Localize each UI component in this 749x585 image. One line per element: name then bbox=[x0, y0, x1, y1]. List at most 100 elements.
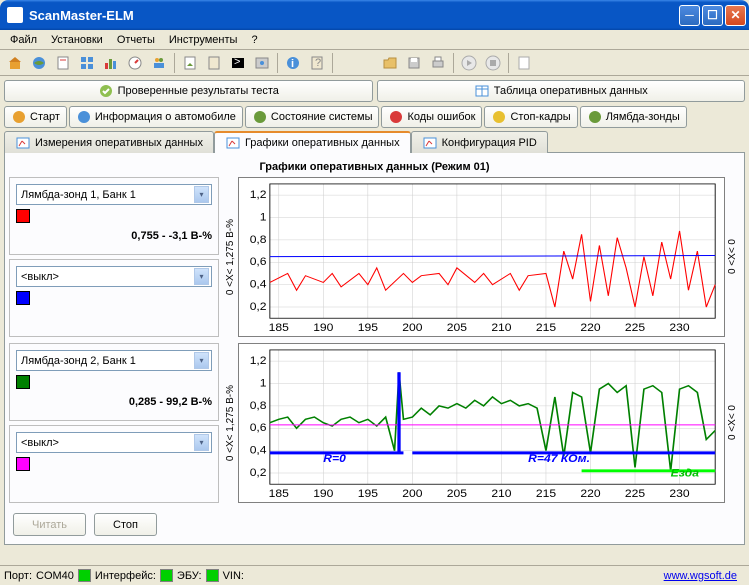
midtab-0[interactable]: Старт bbox=[4, 106, 67, 128]
sensor-select-2[interactable]: <выкл>▾ bbox=[16, 266, 212, 287]
menu-file[interactable]: Файл bbox=[4, 32, 43, 48]
tb-stop-icon[interactable] bbox=[482, 52, 504, 74]
color-swatch-1[interactable] bbox=[16, 209, 30, 223]
svg-text:210: 210 bbox=[491, 323, 511, 334]
color-swatch-2[interactable] bbox=[16, 291, 30, 305]
close-button[interactable]: ✕ bbox=[725, 5, 746, 26]
svg-text:1: 1 bbox=[260, 212, 267, 223]
tb-people-icon[interactable] bbox=[148, 52, 170, 74]
y-axis-label-right: 0 <X< 0 bbox=[725, 405, 740, 440]
midtab-5[interactable]: Лямбда-зонды bbox=[580, 106, 687, 128]
svg-text:R=0: R=0 bbox=[323, 453, 346, 464]
svg-text:1: 1 bbox=[260, 378, 267, 389]
tb-doc-icon[interactable] bbox=[52, 52, 74, 74]
tb-export-icon[interactable] bbox=[179, 52, 201, 74]
combo-text: <выкл> bbox=[21, 271, 194, 283]
main-panel: Графики оперативных данных (Режим 01) Ля… bbox=[4, 152, 745, 545]
menu-tools[interactable]: Инструменты bbox=[163, 32, 244, 48]
combo-text: <выкл> bbox=[21, 437, 194, 449]
tb-settings-icon[interactable] bbox=[251, 52, 273, 74]
sensor-select-1[interactable]: Лямбда-зонд 1, Банк 1▾ bbox=[16, 184, 212, 205]
color-swatch-1[interactable] bbox=[16, 375, 30, 389]
svg-text:230: 230 bbox=[669, 489, 689, 500]
tb-print-icon[interactable] bbox=[427, 52, 449, 74]
midtab-icon bbox=[11, 109, 27, 125]
midtab-label: Коды ошибок bbox=[407, 111, 475, 123]
status-iface-label: Интерфейс: bbox=[95, 570, 156, 582]
tb-gauge-icon[interactable] bbox=[124, 52, 146, 74]
subtab-1[interactable]: Графики оперативных данных bbox=[214, 131, 411, 153]
midtab-4[interactable]: Стоп-кадры bbox=[484, 106, 577, 128]
stop-button[interactable]: Стоп bbox=[94, 513, 157, 536]
subtab-2[interactable]: Конфигурация PID bbox=[411, 131, 548, 153]
chevron-down-icon: ▾ bbox=[194, 186, 209, 203]
midtab-icon bbox=[76, 109, 92, 125]
subtab-icon bbox=[15, 135, 31, 151]
tb-save-icon[interactable] bbox=[403, 52, 425, 74]
midtab-3[interactable]: Коды ошибок bbox=[381, 106, 482, 128]
tb-console-icon[interactable]: > bbox=[227, 52, 249, 74]
sensor-value: 0,285 - 99,2 В-% bbox=[16, 396, 212, 408]
svg-text:230: 230 bbox=[669, 323, 689, 334]
tb-chart-icon[interactable] bbox=[100, 52, 122, 74]
svg-text:215: 215 bbox=[536, 323, 556, 334]
chevron-down-icon: ▾ bbox=[194, 434, 209, 451]
chart-row-1: Лямбда-зонд 2, Банк 1▾ 0,285 - 99,2 В-% … bbox=[9, 343, 740, 503]
chart-row-0: Лямбда-зонд 1, Банк 1▾ 0,755 - -3,1 В-% … bbox=[9, 177, 740, 337]
app-icon bbox=[7, 7, 23, 23]
menu-settings[interactable]: Установки bbox=[45, 32, 109, 48]
status-port-label: Порт: bbox=[4, 570, 32, 582]
menubar: Файл Установки Отчеты Инструменты ? bbox=[0, 30, 749, 50]
tb-open-icon[interactable] bbox=[379, 52, 401, 74]
menu-help[interactable]: ? bbox=[245, 32, 263, 48]
color-swatch-2[interactable] bbox=[16, 457, 30, 471]
ctrl-group-2: <выкл>▾ bbox=[9, 425, 219, 503]
sensor-select-1[interactable]: Лямбда-зонд 2, Банк 1▾ bbox=[16, 350, 212, 371]
status-ecu-indicator bbox=[206, 569, 219, 582]
status-ecu-label: ЭБУ: bbox=[177, 570, 202, 582]
svg-text:0,6: 0,6 bbox=[250, 423, 267, 434]
svg-text:195: 195 bbox=[358, 323, 378, 334]
tb-info-icon[interactable]: i bbox=[282, 52, 304, 74]
midtab-1[interactable]: Информация о автомобиле bbox=[69, 106, 243, 128]
minimize-button[interactable]: ─ bbox=[679, 5, 700, 26]
midtab-icon bbox=[491, 109, 507, 125]
midtab-2[interactable]: Состояние системы bbox=[245, 106, 380, 128]
tb-globe-icon[interactable] bbox=[28, 52, 50, 74]
window-title: ScanMaster-ELM bbox=[27, 8, 679, 23]
toolbar: > i ? bbox=[0, 50, 749, 76]
sensor-value: 0,755 - -3,1 В-% bbox=[16, 230, 212, 242]
tb-help-icon[interactable]: ? bbox=[306, 52, 328, 74]
read-button[interactable]: Читать bbox=[13, 513, 86, 536]
tb-report-icon[interactable] bbox=[203, 52, 225, 74]
svg-text:200: 200 bbox=[402, 489, 422, 500]
midtab-label: Стоп-кадры bbox=[510, 111, 570, 123]
svg-text:205: 205 bbox=[447, 323, 467, 334]
svg-text:190: 190 bbox=[313, 489, 333, 500]
midtab-label: Состояние системы bbox=[271, 111, 373, 123]
svg-text:205: 205 bbox=[447, 489, 467, 500]
tb-grid-icon[interactable] bbox=[76, 52, 98, 74]
panel-title: Графики оперативных данных (Режим 01) bbox=[9, 157, 740, 177]
status-link[interactable]: www.wgsoft.de bbox=[664, 570, 737, 582]
bigtab-test-results[interactable]: Проверенные результаты теста bbox=[4, 80, 373, 102]
sensor-select-2[interactable]: <выкл>▾ bbox=[16, 432, 212, 453]
svg-text:0,4: 0,4 bbox=[250, 279, 267, 290]
maximize-button[interactable]: ☐ bbox=[702, 5, 723, 26]
combo-text: Лямбда-зонд 1, Банк 1 bbox=[21, 189, 194, 201]
svg-text:185: 185 bbox=[269, 489, 289, 500]
subtab-0[interactable]: Измерения оперативных данных bbox=[4, 131, 214, 153]
menu-reports[interactable]: Отчеты bbox=[111, 32, 161, 48]
check-icon bbox=[98, 83, 114, 99]
svg-text:185: 185 bbox=[269, 323, 289, 334]
tb-home-icon[interactable] bbox=[4, 52, 26, 74]
ctrl-group-2: <выкл>▾ bbox=[9, 259, 219, 337]
tb-clear-icon[interactable] bbox=[513, 52, 535, 74]
svg-text:1,2: 1,2 bbox=[250, 190, 267, 201]
svg-text:210: 210 bbox=[491, 489, 511, 500]
bigtab-data-table[interactable]: Таблица оперативных данных bbox=[377, 80, 746, 102]
midtab-icon bbox=[252, 109, 268, 125]
ctrl-group-1: Лямбда-зонд 2, Банк 1▾ 0,285 - 99,2 В-% bbox=[9, 343, 219, 421]
midtab-icon bbox=[388, 109, 404, 125]
tb-play-icon[interactable] bbox=[458, 52, 480, 74]
